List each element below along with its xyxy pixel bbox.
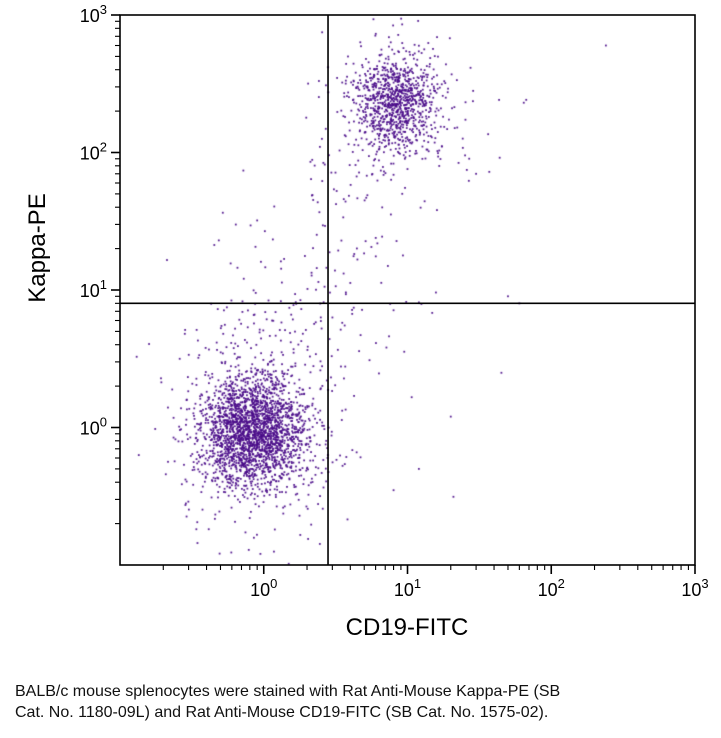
caption-line-1: BALB/c mouse splenocytes were stained wi… (15, 683, 561, 700)
y-axis-title: Kappa-PE (24, 193, 51, 303)
y-tick-label: 102 (80, 140, 107, 164)
x-tick-label: 101 (394, 576, 421, 600)
y-tick-label: 100 (80, 415, 107, 439)
scatter-dots-canvas (120, 15, 695, 565)
caption-line-2: Cat. No. 1180-09L) and Rat Anti-Mouse CD… (15, 703, 549, 721)
x-axis-title: CD19-FITC (345, 614, 469, 641)
figure-caption: BALB/c mouse splenocytes were stained wi… (15, 682, 705, 724)
x-tick-label: 103 (681, 576, 708, 600)
y-tick-label: 101 (80, 277, 107, 301)
x-tick-label: 102 (538, 576, 565, 600)
y-tick-label: 103 (80, 2, 107, 26)
x-tick-label: 100 (250, 576, 277, 600)
